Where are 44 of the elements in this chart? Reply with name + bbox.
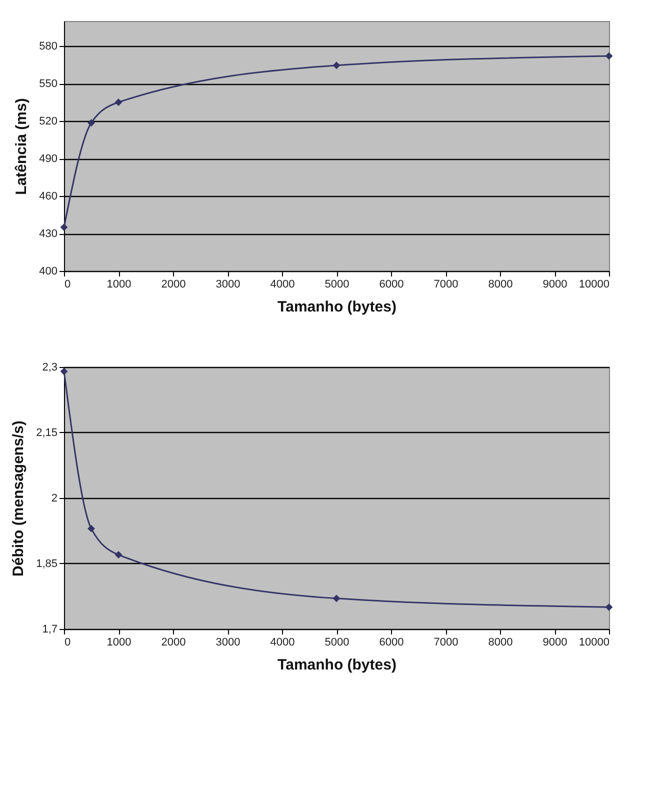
x-axis-title: Tamanho (bytes): [278, 298, 396, 316]
y-tick-label: 400: [39, 266, 58, 278]
x-tick-label: 0: [64, 636, 71, 648]
x-tick-label: 9000: [542, 278, 568, 290]
x-tick-label: 4000: [270, 278, 295, 290]
x-tick-label: 10000: [578, 278, 610, 290]
x-tick-label: 3000: [216, 636, 240, 648]
x-tick-label: 4000: [270, 636, 295, 648]
point: [332, 594, 340, 602]
x-tick-label: 7000: [434, 636, 458, 648]
point: [605, 603, 613, 611]
y-axis-title: Débito (mensagens/s): [10, 420, 28, 576]
point: [88, 119, 95, 127]
y-tick-label: 2: [51, 492, 58, 504]
x-tick-label: 1000: [106, 278, 132, 290]
x-tick-label: 5000: [324, 636, 350, 648]
x-tick-label: 8000: [488, 278, 513, 290]
x-tick-label: 1000: [106, 636, 132, 648]
y-tick-label: 430: [39, 228, 58, 240]
y-tick-label: 2,15: [36, 427, 58, 439]
x-tick-label: 0: [64, 278, 71, 290]
x-tick-label: 9000: [542, 636, 568, 648]
point: [605, 52, 613, 60]
y-tick-label: 580: [39, 40, 58, 52]
x-tick-label: 6000: [379, 278, 404, 290]
x-tick-label: 2000: [161, 278, 186, 290]
x-tick-label: 3000: [216, 278, 240, 290]
point: [332, 62, 340, 70]
y-tick-label: 490: [39, 153, 58, 165]
x-axis-title: Tamanho (bytes): [278, 656, 396, 674]
x-tick-label: 6000: [379, 636, 404, 648]
x-tick-label: 8000: [488, 636, 513, 648]
y-tick-label: 1,85: [36, 558, 58, 570]
y-tick-label: 1,7: [42, 624, 58, 636]
point: [88, 524, 95, 532]
x-tick-label: 7000: [434, 278, 458, 290]
x-tick-label: 2000: [161, 636, 186, 648]
y-tick-label: 550: [39, 78, 58, 90]
y-axis-title: Latência (ms): [13, 98, 30, 195]
y-tick-label: 460: [39, 190, 58, 202]
x-tick-label: 5000: [324, 278, 350, 290]
y-tick-label: 520: [39, 116, 58, 128]
y-tick-label: 2,3: [42, 362, 58, 374]
x-tick-label: 10000: [578, 636, 610, 648]
